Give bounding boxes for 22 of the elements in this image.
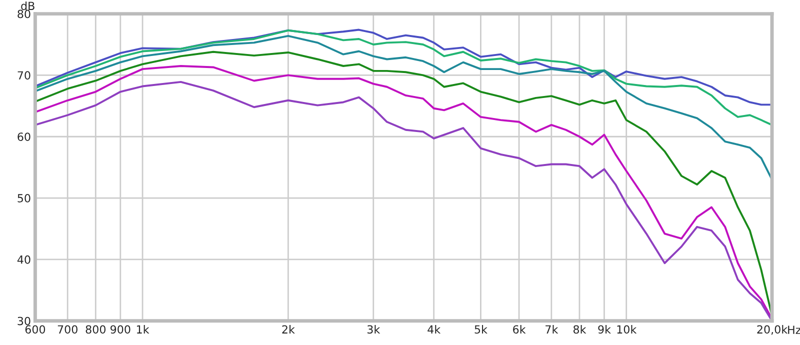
y-tick-label: 80 xyxy=(18,10,30,18)
x-tick-label: 2k xyxy=(282,325,295,334)
y-tick-label: 70 xyxy=(18,71,30,80)
x-tick-label: 4k xyxy=(428,325,441,334)
x-tick-label: 600 xyxy=(25,325,46,334)
x-tick-label: 1k xyxy=(137,325,150,334)
x-tick-label: 7k xyxy=(546,325,558,334)
y-tick-label: 50 xyxy=(18,194,30,202)
y-tick-label: 40 xyxy=(17,255,30,264)
y-axis-title: dB xyxy=(21,2,34,10)
x-tick-label: 5k xyxy=(474,325,488,334)
x-tick-label: 10k xyxy=(617,325,637,334)
x-tick-label: 9k xyxy=(598,325,611,334)
y-tick-label: 60 xyxy=(18,132,30,141)
x-tick-label: 700 xyxy=(58,325,78,334)
x-tick-label: 800 xyxy=(86,325,106,334)
x-tick-label: 6k xyxy=(513,325,526,334)
x-tick-label: 20,0k xyxy=(757,325,788,335)
y-tick-label: 30 xyxy=(18,316,30,326)
x-tick-label: 3k xyxy=(367,325,380,334)
x-tick-label: 900 xyxy=(110,325,130,334)
x-tick-label: 8k xyxy=(573,325,586,334)
